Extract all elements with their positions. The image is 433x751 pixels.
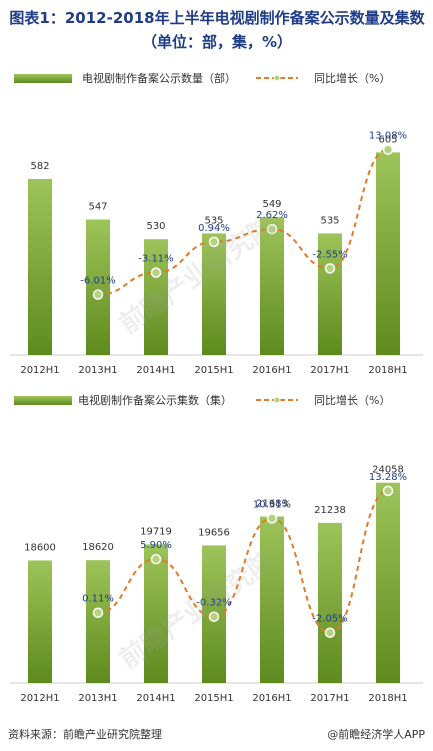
- x-tick-label: 2016H1: [252, 365, 291, 376]
- growth-point: [266, 223, 278, 235]
- growth-point: [382, 485, 394, 497]
- growth-value-label: 0.94%: [198, 223, 230, 234]
- x-tick-label: 2015H1: [194, 365, 233, 376]
- growth-point: [92, 607, 104, 618]
- legend-bar-label: 电视剧制作备案公示数量（部）: [82, 72, 236, 85]
- x-tick-label: 2018H1: [368, 693, 407, 704]
- growth-point: [92, 289, 104, 300]
- x-tick-label: 2015H1: [194, 693, 233, 704]
- x-tick-label: 2017H1: [310, 693, 349, 704]
- bar: [260, 516, 284, 683]
- x-tick-label: 2013H1: [78, 693, 117, 704]
- x-tick-label: 2014H1: [136, 365, 175, 376]
- bar: [376, 482, 400, 683]
- bar-value-label: 530: [146, 221, 165, 232]
- bar-value-label: 605: [378, 134, 397, 145]
- bar: [202, 233, 226, 355]
- growth-point: [150, 553, 162, 565]
- bar-value-label: 24058: [372, 465, 404, 476]
- legend-line-label: 同比增长（%）: [314, 72, 391, 85]
- bar: [86, 560, 110, 683]
- legend-chart-2: 电视剧制作备案公示集数（集） 同比增长（%）: [0, 392, 433, 408]
- growth-value-label: -0.32%: [196, 598, 231, 609]
- growth-value-label: -2.05%: [312, 614, 347, 625]
- growth-value-label: -6.01%: [80, 276, 115, 287]
- bar: [28, 560, 52, 683]
- legend-line-swatch: [256, 74, 298, 82]
- chart-title: 图表1：2012-2018年上半年电视剧制作备案公示数量及集数（单位：部，集，%…: [9, 9, 425, 51]
- legend-line-swatch: [256, 396, 298, 404]
- bar: [144, 544, 168, 683]
- growth-value-label: -2.55%: [312, 249, 347, 260]
- legend-line-label: 同比增长（%）: [314, 394, 391, 407]
- growth-value-label: 10.31%: [253, 499, 291, 510]
- x-tick-label: 2018H1: [368, 365, 407, 376]
- bar-value-label: 18600: [24, 542, 56, 553]
- growth-value-label: 13.08%: [369, 131, 407, 142]
- legend-bar-swatch: [14, 396, 72, 405]
- bar: [318, 522, 342, 683]
- growth-point: [324, 627, 336, 638]
- x-tick-label: 2016H1: [252, 693, 291, 704]
- bar-value-label: 21238: [314, 505, 346, 516]
- source-note: 资料来源：前瞻产业研究院整理: [8, 728, 162, 741]
- legend-chart-1: 电视剧制作备案公示数量（部） 同比增长（%）: [0, 70, 433, 86]
- growth-line: [97, 148, 389, 296]
- bar: [28, 179, 52, 355]
- growth-point: [266, 513, 278, 524]
- bar-value-label: 535: [204, 215, 223, 226]
- chart-2-plot: 18600 2012H1 18620 2013H1 19719 2014H1 19656 20…: [10, 465, 423, 704]
- growth-point: [324, 263, 336, 274]
- growth-value-label: 2.62%: [256, 210, 288, 221]
- bar-value-label: 19656: [198, 527, 230, 538]
- bar: [86, 219, 110, 355]
- bar-value-label: 582: [30, 161, 49, 172]
- bar: [260, 217, 284, 355]
- growth-value-label: -3.11%: [138, 254, 173, 265]
- brand-credit: @前瞻经济学人APP: [327, 728, 425, 741]
- legend-bar-swatch: [14, 74, 72, 83]
- bar-value-label: 19719: [140, 527, 172, 538]
- bar-value-label: 547: [88, 202, 107, 213]
- legend-bar-label: 电视剧制作备案公示集数（集）: [78, 394, 232, 407]
- chart-1-plot: 5822012H15472013H15302014H15352015H15492…: [10, 131, 423, 376]
- x-tick-label: 2017H1: [310, 365, 349, 376]
- bar-value-label: 18620: [82, 542, 114, 553]
- x-tick-label: 2013H1: [78, 365, 117, 376]
- x-tick-label: 2012H1: [20, 365, 59, 376]
- growth-value-label: 5.90%: [140, 540, 172, 551]
- growth-point: [150, 267, 162, 278]
- growth-point: [208, 611, 220, 622]
- bar: [376, 152, 400, 355]
- x-tick-label: 2012H1: [20, 693, 59, 704]
- bar: [318, 233, 342, 355]
- growth-value-label: 0.11%: [82, 594, 114, 605]
- bar-value-label: 549: [262, 199, 281, 210]
- growth-value-label: 13.28%: [369, 472, 407, 483]
- bar: [144, 239, 168, 355]
- growth-point: [208, 236, 220, 248]
- growth-point: [382, 144, 394, 155]
- x-tick-label: 2014H1: [136, 693, 175, 704]
- bar-value-label: 21683: [256, 499, 288, 510]
- bar-value-label: 535: [320, 215, 339, 226]
